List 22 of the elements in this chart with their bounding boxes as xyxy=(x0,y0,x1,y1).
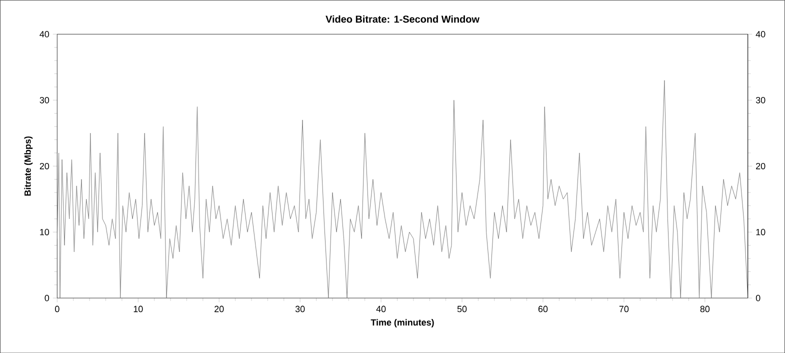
y-tick-label: 30 xyxy=(40,96,50,104)
y2-tick-label: 40 xyxy=(756,30,766,38)
x-tick-label: 60 xyxy=(538,306,548,312)
y-tick-label: 20 xyxy=(40,162,50,170)
x-tick-label: 20 xyxy=(214,306,224,312)
chart-title: Video Bitrate: 1-Second Window xyxy=(326,15,480,23)
y2-tick-label: 10 xyxy=(756,228,766,236)
x-tick-label: 30 xyxy=(295,306,305,312)
y2-tick-label: 20 xyxy=(756,162,766,170)
y-tick-label: 10 xyxy=(40,228,50,236)
x-tick-label: 70 xyxy=(619,306,629,312)
y-axis-title: Bitrate (Mbps) xyxy=(24,136,33,196)
x-tick-label: 10 xyxy=(134,306,143,312)
x-tick-label: 80 xyxy=(700,306,710,312)
x-tick-label: 40 xyxy=(376,306,386,312)
x-tick-label: 0 xyxy=(55,306,60,312)
y-tick-label: 0 xyxy=(44,294,50,302)
y2-tick-label: 0 xyxy=(756,294,760,302)
x-tick-label: 50 xyxy=(457,306,467,312)
x-axis-title: Time (minutes) xyxy=(370,318,434,328)
y-tick-label: 40 xyxy=(40,30,50,38)
y2-tick-label: 30 xyxy=(756,96,766,104)
